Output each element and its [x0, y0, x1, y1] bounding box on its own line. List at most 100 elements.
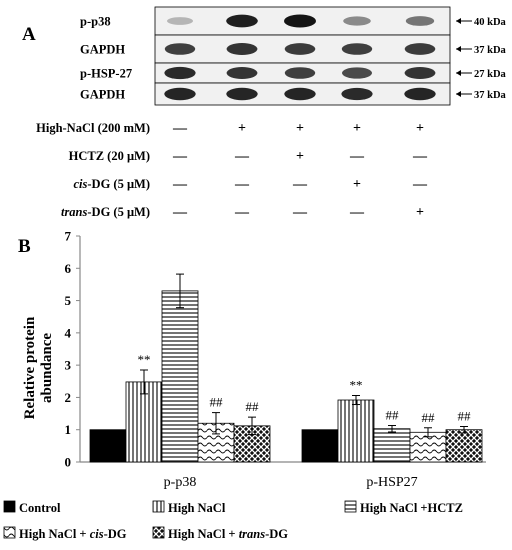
- category-label: p-HSP27: [366, 475, 417, 490]
- y-tick-label: 6: [65, 261, 72, 276]
- legend-swatch-hctz: [344, 500, 357, 513]
- blot-band: [343, 16, 371, 26]
- significance-label: ##: [246, 399, 260, 414]
- blot-row-label-0: p-p38: [80, 15, 111, 29]
- blot-band: [341, 87, 373, 101]
- condition-label-0: High-NaCl (200 mM): [36, 121, 150, 135]
- legend-swatch-cis: [3, 526, 16, 539]
- significance-label: **: [350, 377, 363, 392]
- condition-label-3-italic: trans: [61, 205, 88, 219]
- blot-band: [164, 87, 196, 101]
- bar-chart: 0 1 2 3 4 5 6 7 ** ## ## p-p38 ** ## ## ## p-HSP27: [65, 229, 486, 490]
- condition-sign: —: [234, 205, 250, 220]
- kda-label-3: 37 kDa: [474, 90, 507, 101]
- bar: [125, 381, 163, 463]
- legend-label-cis: High NaCl + cis-DG: [19, 527, 127, 541]
- blot-row-label-3: GAPDH: [80, 88, 125, 102]
- significance-label: ##: [422, 410, 436, 425]
- y-axis-label: Relative protein abundance: [22, 316, 55, 419]
- significance-label: ##: [210, 395, 224, 410]
- legend-label-trans-italic: trans: [239, 527, 266, 541]
- significance-label: ##: [458, 408, 472, 423]
- condition-sign: +: [238, 121, 246, 136]
- blot-band: [284, 14, 316, 28]
- condition-sign: +: [296, 149, 304, 164]
- panel-a-letter: A: [22, 24, 36, 45]
- condition-sign: —: [412, 149, 428, 164]
- y-axis-label-line2: abundance: [39, 333, 55, 403]
- significance-label: ##: [386, 408, 400, 423]
- blot-row-label-1: GAPDH: [80, 43, 125, 57]
- y-tick-label: 3: [65, 358, 72, 373]
- kda-arrow-head-2: [456, 70, 461, 76]
- blot-band: [404, 67, 436, 79]
- treatment-conditions: High-NaCl (200 mM) — + + + + HCTZ (20 μM) — — + — —…: [36, 121, 428, 220]
- category-label: p-p38: [164, 475, 197, 490]
- condition-sign: —: [172, 205, 188, 220]
- blot-band: [342, 67, 372, 79]
- blot-band: [226, 67, 258, 79]
- legend-swatch-nacl: [152, 500, 165, 513]
- significance-label: **: [138, 352, 151, 367]
- bar: [89, 429, 127, 463]
- kda-arrow-head-0: [456, 18, 461, 24]
- legend-label-trans-suffix: -DG: [265, 527, 288, 541]
- legend-label-cis-italic: cis: [90, 527, 104, 541]
- bar: [301, 429, 339, 463]
- y-axis-label-line1: Relative protein: [22, 316, 38, 419]
- y-tick-label: 2: [65, 390, 72, 405]
- condition-sign: —: [349, 149, 365, 164]
- kda-label-2: 27 kDa: [474, 69, 507, 80]
- condition-sign: +: [353, 177, 361, 192]
- legend: Control High NaCl High NaCl +HCTZ High NaCl…: [3, 500, 463, 541]
- y-tick-label: 1: [65, 422, 72, 437]
- blot-band: [167, 17, 193, 25]
- condition-label-2-italic: cis: [73, 177, 87, 191]
- condition-sign: —: [349, 205, 365, 220]
- blot-band: [226, 43, 258, 55]
- condition-label-2: cis-DG (5 μM): [73, 177, 150, 191]
- legend-label-trans: High NaCl + trans-DG: [168, 527, 288, 541]
- condition-sign: —: [292, 177, 308, 192]
- legend-label-control: Control: [19, 501, 61, 515]
- blot-band: [284, 43, 316, 55]
- panel-b-letter: B: [18, 236, 31, 257]
- legend-label-nacl: High NaCl: [168, 501, 226, 515]
- y-tick-label: 7: [65, 229, 72, 244]
- blot-band: [284, 87, 316, 101]
- blot-band: [226, 87, 258, 101]
- western-blot: p-p38 40 kDa GAPDH 37 kDa p-HSP-27 27 kDa GAPD…: [80, 6, 507, 106]
- legend-label-hctz: High NaCl +HCTZ: [360, 501, 463, 515]
- condition-sign: —: [172, 121, 188, 136]
- blot-band: [164, 43, 196, 55]
- blot-band: [405, 16, 435, 26]
- blot-band: [284, 67, 316, 79]
- condition-sign: +: [416, 121, 424, 136]
- blot-band: [341, 43, 373, 55]
- condition-label-3: trans-DG (5 μM): [61, 205, 150, 219]
- condition-sign: —: [292, 205, 308, 220]
- condition-sign: +: [353, 121, 361, 136]
- condition-label-3-suffix: -DG (5 μM): [87, 205, 150, 219]
- bar: [161, 290, 199, 463]
- legend-label-trans-prefix: High NaCl +: [168, 527, 239, 541]
- condition-sign: +: [416, 205, 424, 220]
- kda-label-1: 37 kDa: [474, 45, 507, 56]
- blot-band: [404, 43, 436, 55]
- legend-swatch-control: [3, 500, 16, 513]
- condition-sign: —: [234, 149, 250, 164]
- kda-label-0: 40 kDa: [474, 17, 507, 28]
- blot-row-label-2: p-HSP-27: [80, 67, 132, 81]
- condition-sign: —: [172, 177, 188, 192]
- blot-band: [164, 66, 196, 80]
- legend-label-cis-prefix: High NaCl +: [19, 527, 90, 541]
- blot-band: [404, 87, 436, 101]
- bar: [337, 399, 375, 463]
- legend-swatch-trans: [152, 526, 165, 539]
- condition-sign: —: [412, 177, 428, 192]
- kda-arrow-head-1: [456, 46, 461, 52]
- bar: [445, 429, 483, 463]
- y-tick-label: 0: [65, 455, 72, 470]
- condition-sign: —: [172, 149, 188, 164]
